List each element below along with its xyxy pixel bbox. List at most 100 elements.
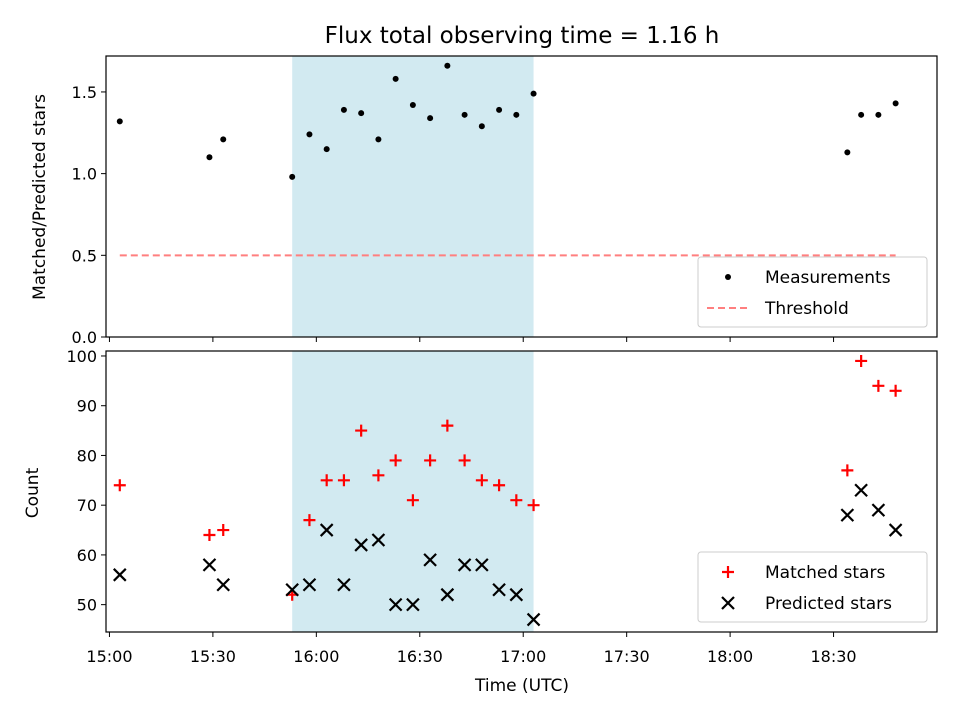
matched-stars-point xyxy=(510,494,523,507)
top-legend: Measurements Threshold xyxy=(697,256,928,328)
predicted-stars-point xyxy=(202,558,217,572)
bottom-x-tick-label: 18:00 xyxy=(707,647,753,666)
top-y-tick-label: 1.0 xyxy=(72,165,97,184)
bottom-x-tick-label: 15:00 xyxy=(86,647,132,666)
measurements-point xyxy=(444,62,451,69)
matched-stars-point xyxy=(337,474,350,487)
matched-stars-point xyxy=(441,419,454,432)
bottom-x-tick-label: 17:00 xyxy=(500,647,546,666)
measurements-point xyxy=(875,111,882,118)
matched-stars-point xyxy=(217,524,230,537)
predicted-stars-point xyxy=(371,533,386,547)
top-y-tick-label: 0.5 xyxy=(72,246,97,265)
measurements-point xyxy=(323,146,330,153)
top-y-axis-label: Matched/Predicted stars xyxy=(30,94,50,300)
bottom-y-axis-label: Count xyxy=(23,467,43,518)
matched-stars-point xyxy=(113,479,126,492)
measurements-point xyxy=(427,115,434,122)
measurements-point xyxy=(513,111,520,118)
bottom-y-tick-label: 90 xyxy=(77,397,97,416)
top-y-tick-label: 1.5 xyxy=(72,83,97,102)
measurements-point xyxy=(220,136,227,143)
measurements-point xyxy=(461,111,468,118)
predicted-stars-point xyxy=(871,503,886,517)
bottom-legend-box xyxy=(697,551,928,623)
matched-stars-point xyxy=(855,354,868,367)
top-panel: 0.0 0.5 1.0 1.5 Measurements Threshold xyxy=(72,55,938,347)
measurements-point xyxy=(289,173,296,180)
matched-stars-point xyxy=(527,499,540,512)
matched-stars-point xyxy=(493,479,506,492)
matched-stars-point xyxy=(303,514,316,527)
x-axis-label: Time (UTC) xyxy=(474,676,569,696)
bottom-y-tick-label: 60 xyxy=(77,546,97,565)
measurements-point xyxy=(306,131,313,138)
predicted-stars-point xyxy=(840,508,855,522)
predicted-stars-point xyxy=(285,582,299,597)
top-y-tick-label: 0.0 xyxy=(72,328,97,347)
matched-stars-point xyxy=(889,384,902,397)
bottom-x-tick-label: 16:30 xyxy=(397,647,443,666)
matched-stars-point xyxy=(203,529,216,542)
measurements-point xyxy=(409,102,416,109)
matched-stars-point xyxy=(372,469,385,482)
predicted-stars-point xyxy=(406,597,420,612)
predicted-stars-point xyxy=(509,587,524,602)
top-highlight-span xyxy=(292,56,534,337)
predicted-stars-point xyxy=(492,582,506,597)
bottom-highlight-span xyxy=(292,351,534,632)
legend-predicted-stars-swatch xyxy=(721,596,735,610)
matched-stars-point xyxy=(424,454,437,467)
legend-measurements-label: Measurements xyxy=(765,268,891,288)
bottom-x-tick-label: 15:30 xyxy=(190,647,236,666)
bottom-y-tick-label: 70 xyxy=(77,496,97,515)
matched-stars-point xyxy=(389,454,402,467)
matched-stars-point xyxy=(406,494,419,507)
matched-stars-point xyxy=(841,464,854,477)
measurements-point xyxy=(116,118,123,125)
predicted-stars-point xyxy=(388,597,403,612)
matched-stars-point xyxy=(320,474,333,487)
matched-stars-point xyxy=(475,474,488,487)
legend-threshold-label: Threshold xyxy=(764,299,849,319)
bottom-x-tick-label: 16:00 xyxy=(293,647,339,666)
legend-measurements-swatch xyxy=(725,274,731,280)
measurements-point xyxy=(392,75,399,82)
predicted-stars-point xyxy=(113,568,127,582)
bottom-panel: 50 60 70 80 90 100 15:00 15:30 16:00 16:30 17:00 17… xyxy=(66,347,938,666)
predicted-stars-point xyxy=(854,483,868,498)
measurements-point xyxy=(206,154,213,161)
predicted-stars-point xyxy=(302,577,317,592)
measurements-point xyxy=(375,136,382,143)
predicted-stars-point xyxy=(888,523,903,537)
matched-stars-point xyxy=(355,424,368,437)
chart-title: Flux total observing time = 1.16 h xyxy=(325,23,720,49)
bottom-y-tick-label: 80 xyxy=(77,446,97,465)
matched-stars-point xyxy=(458,454,471,467)
legend-matched-stars-label: Matched stars xyxy=(765,563,885,583)
predicted-stars-point xyxy=(423,553,437,567)
measurements-point xyxy=(892,100,899,107)
bottom-axes-frame xyxy=(105,350,938,633)
top-axes-frame xyxy=(105,55,938,338)
legend-matched-stars-swatch xyxy=(722,566,734,578)
predicted-stars-point xyxy=(216,577,231,592)
top-legend-box xyxy=(697,256,928,328)
legend-predicted-stars-label: Predicted stars xyxy=(765,594,892,614)
measurements-point xyxy=(340,106,347,113)
measurements-point xyxy=(496,106,503,113)
predicted-stars-point xyxy=(475,558,489,572)
predicted-stars-point xyxy=(526,612,541,627)
bottom-y-tick-label: 50 xyxy=(77,596,97,615)
matched-stars-point xyxy=(872,379,885,392)
bottom-x-tick-label: 18:30 xyxy=(811,647,857,666)
predicted-stars-point xyxy=(440,587,455,602)
bottom-y-tick-label: 100 xyxy=(66,347,97,366)
predicted-stars-point xyxy=(354,538,368,552)
bottom-legend: Matched stars Predicted stars xyxy=(697,551,928,623)
measurements-point xyxy=(478,123,485,130)
predicted-stars-point xyxy=(337,577,351,592)
measurements-point xyxy=(530,90,537,97)
measurements-point xyxy=(358,110,365,117)
